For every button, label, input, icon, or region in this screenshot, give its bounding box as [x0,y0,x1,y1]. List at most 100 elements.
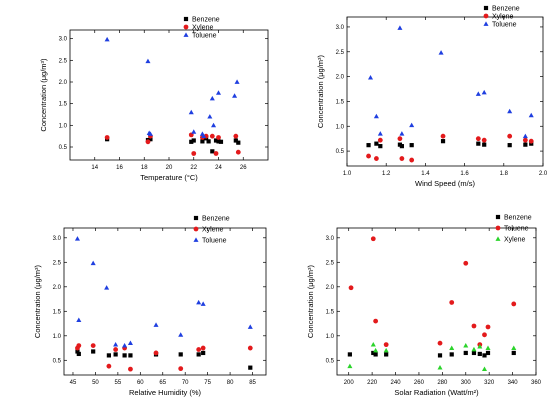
data-point [113,342,119,347]
legend-entry: Xylene [192,24,214,31]
data-point [191,138,196,143]
data-point [528,112,534,118]
y-tick-label: 0.5 [59,145,68,151]
chart-panel-3: 45 50 55 60 65 70 75 80 85 0.5 1.0 1.5 2.0 2.5 3.0 Rela… [33,215,267,397]
data-point [113,352,118,357]
data-point [218,139,224,144]
data-point [370,342,376,347]
x-tick-label: 14 [91,165,98,171]
data-point [128,353,133,358]
data-point [196,347,202,352]
data-point [377,137,383,143]
x-tick-label: 1.4 [421,171,430,177]
data-point [196,299,202,305]
data-point [440,133,446,139]
data-point [178,366,184,372]
series-benzene [347,350,516,358]
data-point [507,108,513,114]
data-point [511,350,516,356]
plot-frame [69,29,269,161]
legend-entry: Toluene [492,21,517,28]
data-point [209,95,215,101]
data-point [482,353,487,358]
data-point [216,135,221,140]
x-tick-label: 45 [70,380,77,386]
series-toluene [348,236,517,348]
data-point [213,151,219,156]
data-point [200,345,206,351]
y-tick-label: 3.0 [53,236,62,242]
y-tick-label: 2.5 [326,260,335,266]
y-axis-label: Concentration (μg/m³) [306,264,315,338]
y-tick-label: 1.5 [336,99,345,105]
x-tick-label: 50 [92,380,99,386]
series-xylene [104,132,241,156]
data-point [91,349,96,354]
y-tick-label: 2.0 [53,285,62,291]
legend-marker [495,236,501,241]
data-point [529,141,534,146]
data-point [485,324,491,330]
y-tick-label: 3.0 [326,236,335,242]
legend: Benzene Xylene Toluene [193,215,230,244]
data-point [90,343,96,348]
legend-entry: Xylene [504,236,526,243]
data-point [449,345,455,350]
data-point [409,143,414,148]
data-point [522,137,528,143]
x-tick-label: 60 [137,380,144,386]
data-point [373,347,379,353]
data-point [207,114,213,119]
data-point [106,363,112,369]
data-point [233,138,238,143]
series-benzene [366,139,534,149]
data-point [209,133,215,139]
legend-marker [183,32,189,37]
x-tick-label: 300 [461,380,472,386]
data-point [370,236,376,242]
x-axis-label: Solar Radiation (Watt/m²) [394,388,479,397]
data-point [437,340,443,346]
data-point [188,109,194,115]
x-tick-label: 360 [531,380,542,386]
x-tick-label: 1.2 [382,171,391,177]
data-point [104,36,110,42]
data-point [397,25,403,30]
data-point [145,139,151,145]
data-point [211,122,217,128]
data-point [471,323,477,329]
data-point [178,352,183,357]
data-point [200,301,206,306]
y-tick-label: 2.0 [326,285,335,291]
x-tick-label: 1.0 [343,171,352,177]
data-point [201,350,206,356]
series-xylene [75,343,253,372]
x-tick-label: 1.8 [500,171,509,177]
data-point [523,142,528,147]
series-toluene [104,36,240,139]
data-point [191,151,197,156]
data-point [475,136,481,142]
data-point [371,350,376,356]
x-axis-label: Wind Speed (m/s) [415,179,476,188]
data-point [200,139,205,144]
chart-panel-2: 1.0 1.2 1.4 1.6 1.8 2.0 0.5 1.0 1.5 2.0 2.5 3.0 Wind… [316,5,548,188]
data-point [248,365,253,370]
legend-marker [495,225,501,231]
data-point [75,349,80,354]
data-point [383,347,389,353]
data-point [507,143,512,148]
data-point [482,332,487,338]
data-point [145,58,151,64]
x-tick-label: 1.6 [460,171,469,177]
y-tick-label: 1.0 [326,334,335,340]
legend-entry: Benzene [192,16,220,23]
data-point [127,340,133,346]
y-tick-label: 1.0 [59,123,68,129]
data-point [463,260,469,266]
data-point [378,144,383,149]
data-point [449,352,454,357]
x-tick-label: 260 [414,380,425,386]
legend-marker [483,13,489,19]
data-point [76,351,81,357]
